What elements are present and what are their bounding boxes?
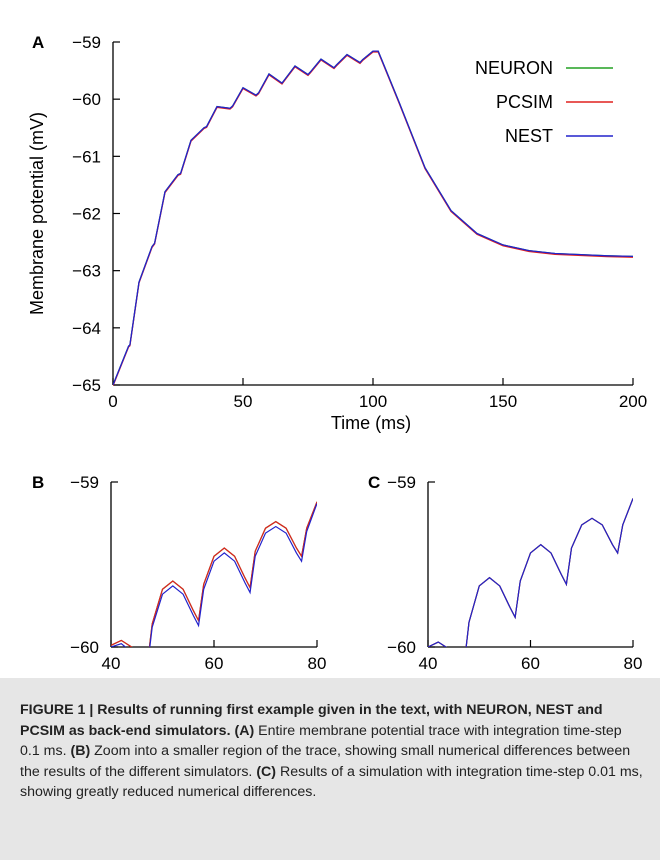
caption-b-label: (B) xyxy=(70,743,91,759)
y-tick-label: −65 xyxy=(72,376,101,395)
caption-a-text: Entire membrane potential trace with int… xyxy=(20,722,622,760)
y-tick-label: −60 xyxy=(72,90,101,109)
x-tick-label: 200 xyxy=(619,392,647,411)
series-line-pcsim xyxy=(113,51,633,386)
panel-label-a: A xyxy=(32,33,44,52)
caption-box xyxy=(0,678,660,860)
y-tick-label: −59 xyxy=(387,473,416,492)
x-axis-label: Time (ms) xyxy=(331,413,411,433)
x-tick-label: 100 xyxy=(359,392,387,411)
x-tick-label: 150 xyxy=(489,392,517,411)
y-tick-label: −63 xyxy=(72,262,101,281)
legend-label-neuron: NEURON xyxy=(475,58,553,78)
series-line-neuron xyxy=(113,50,633,385)
y-tick-label: −59 xyxy=(72,33,101,52)
panel-b: B 40 60 80 −60 −59 xyxy=(32,473,326,673)
caption-b-text: Zoom into a smaller region of the trace,… xyxy=(20,743,631,780)
x-tick-label: 60 xyxy=(521,654,540,673)
caption-c-label: (C) xyxy=(256,763,277,780)
legend-label-pcsim: PCSIM xyxy=(496,92,553,112)
x-tick-label: 60 xyxy=(205,654,224,673)
y-tick-label: −60 xyxy=(70,638,99,657)
panel-label-b: B xyxy=(32,473,44,492)
x-tick-label: 80 xyxy=(624,654,643,673)
panel-a: A 0 50 100 150 200 −65 −64 −63 −62 −61 −60 −59 Time (… xyxy=(27,33,647,433)
caption-c-text: Results of a simulation with integration… xyxy=(20,763,643,801)
panel-c: C 40 60 80 −60 −59 xyxy=(368,473,642,673)
panel-label-c: C xyxy=(368,473,380,492)
x-tick-label: 40 xyxy=(419,654,438,673)
figure-caption: FIGURE 1 | Results of running first exam… xyxy=(20,700,645,803)
legend-label-nest: NEST xyxy=(505,126,553,146)
x-tick-label: 50 xyxy=(234,392,253,411)
y-tick-label: −64 xyxy=(72,319,101,338)
y-axis-label: Membrane potential (mV) xyxy=(27,112,47,315)
y-tick-label: −61 xyxy=(72,147,101,166)
x-tick-label: 80 xyxy=(308,654,327,673)
x-tick-label: 0 xyxy=(108,392,117,411)
series-line-nest xyxy=(113,50,633,385)
caption-title: FIGURE 1 | Results of running first exam… xyxy=(20,702,603,739)
caption-a-label: (A) xyxy=(234,722,255,739)
series-line-nest xyxy=(111,503,317,647)
series-line-pcsim xyxy=(111,501,317,647)
x-tick-label: 40 xyxy=(102,654,121,673)
y-tick-label: −62 xyxy=(72,205,101,224)
y-tick-label: −59 xyxy=(70,473,99,492)
series-line-nest xyxy=(428,498,633,647)
legend: NEURON PCSIM NEST xyxy=(475,58,613,146)
y-tick-label: −60 xyxy=(387,638,416,657)
